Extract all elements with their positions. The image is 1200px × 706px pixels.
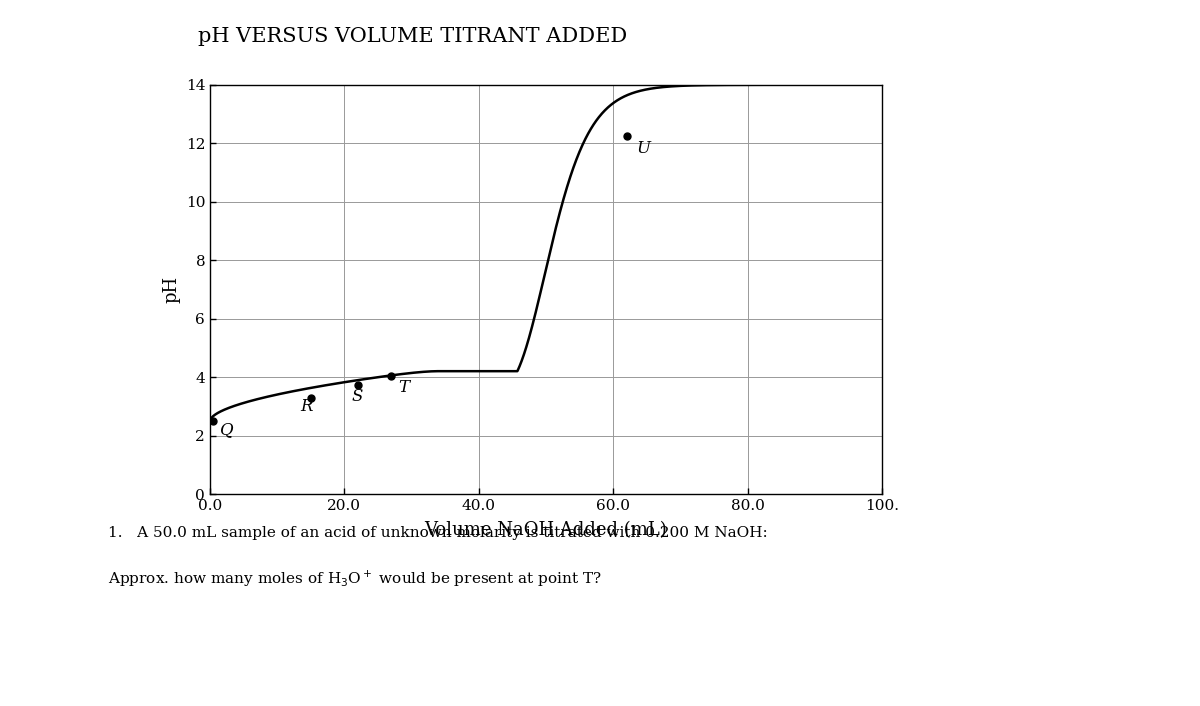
Text: R: R [301, 398, 313, 415]
Text: pH VERSUS VOLUME TITRANT ADDED: pH VERSUS VOLUME TITRANT ADDED [198, 27, 628, 46]
Text: T: T [398, 379, 409, 396]
Text: Approx. how many moles of H$_3$O$^+$ would be present at point T?: Approx. how many moles of H$_3$O$^+$ wou… [108, 568, 602, 589]
Text: Q: Q [220, 421, 234, 438]
Text: 1.   A 50.0 mL sample of an acid of unknown molarity is titrated with 0.200 M Na: 1. A 50.0 mL sample of an acid of unknow… [108, 526, 768, 540]
Y-axis label: pH: pH [162, 276, 180, 303]
Text: S: S [352, 388, 362, 405]
X-axis label: Volume NaOH Added (mL): Volume NaOH Added (mL) [425, 522, 667, 539]
Text: U: U [637, 140, 650, 157]
